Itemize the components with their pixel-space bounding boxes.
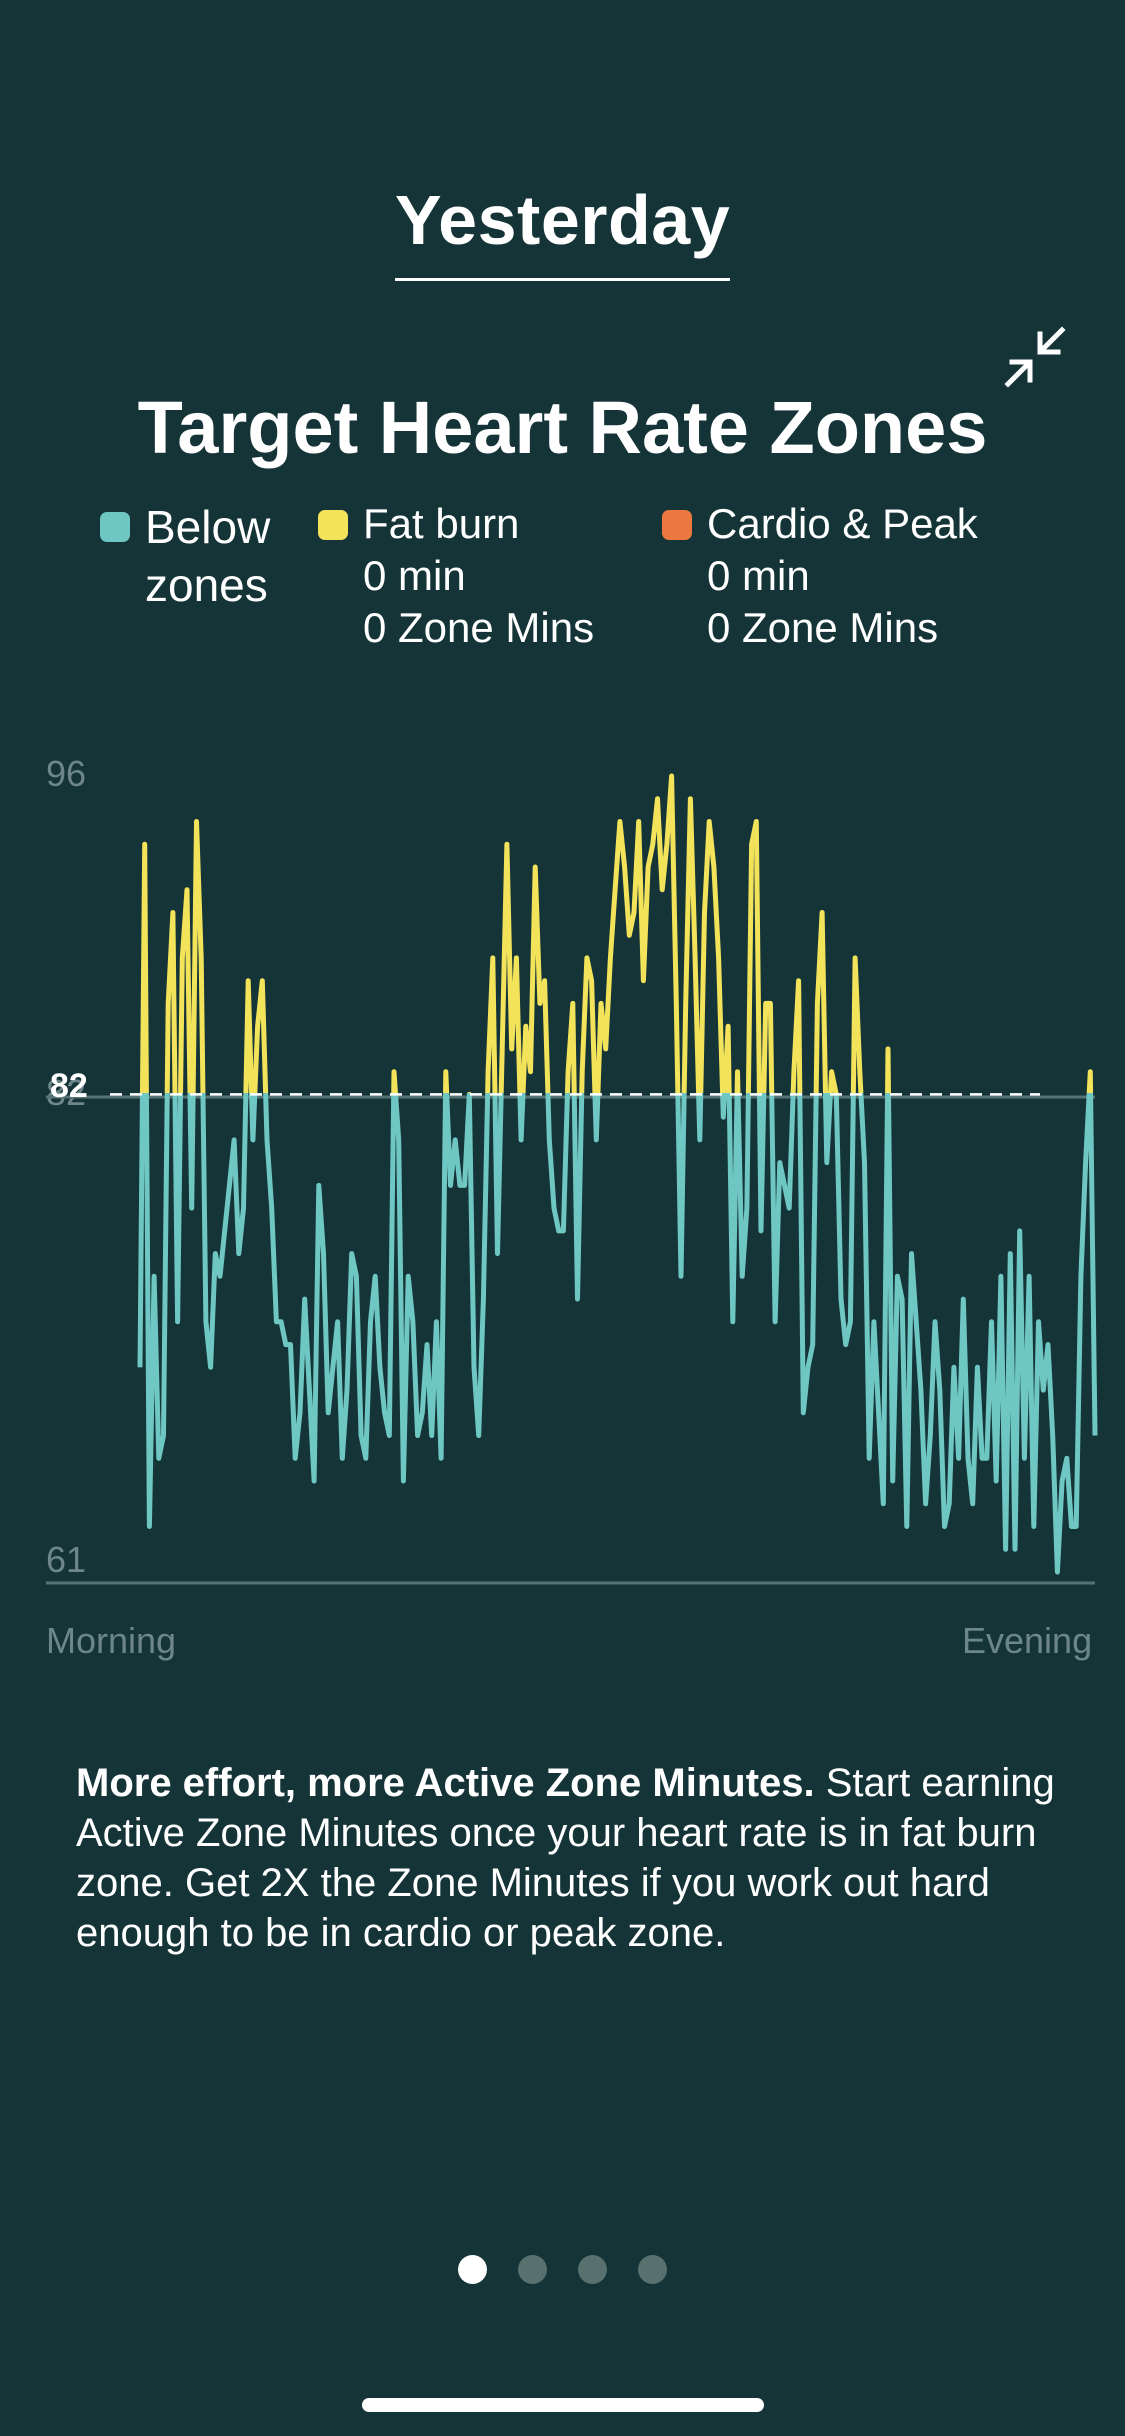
cardio-peak-swatch <box>662 510 692 540</box>
home-indicator[interactable] <box>362 2398 764 2412</box>
legend-minutes: 0 min <box>363 552 466 599</box>
tab-yesterday[interactable]: Yesterday <box>394 181 731 259</box>
below-zones-swatch <box>100 512 130 542</box>
heart-rate-line-below-zones <box>137 1093 1098 1575</box>
heart-rate-line-fat-burn <box>139 773 1094 1093</box>
legend-label: Fat burn <box>363 500 520 547</box>
legend-minutes: 0 min <box>707 552 810 599</box>
heart-rate-chart: 96 82 61 82 <box>46 753 1098 1585</box>
page-dot[interactable] <box>518 2255 547 2284</box>
fat-burn-swatch <box>318 510 348 540</box>
legend-zone-mins: 0 Zone Mins <box>363 604 595 651</box>
page-dot[interactable] <box>638 2255 667 2284</box>
threshold-label: 82 <box>50 1067 88 1105</box>
legend-label: zones <box>145 559 268 611</box>
page-dot[interactable] <box>578 2255 607 2284</box>
legend-label: Cardio & Peak <box>707 500 978 547</box>
legend-zone-mins: 0 Zone Mins <box>707 604 939 651</box>
x-label-morning: Morning <box>46 1620 177 1661</box>
y-tick-label: 96 <box>46 753 86 794</box>
legend-label: Below <box>145 501 271 553</box>
description-headline: More effort, more Active Zone Minutes. <box>76 1761 815 1805</box>
page-dot[interactable] <box>458 2255 487 2284</box>
description-text: More effort, more Active Zone Minutes. S… <box>76 1758 1066 1958</box>
y-tick-label: 61 <box>46 1539 86 1580</box>
description-body: Start earning Active Zone Minutes once y… <box>76 1761 1055 1955</box>
page-indicator[interactable] <box>0 2255 1125 2285</box>
tab-underline <box>395 278 730 281</box>
y-tick-label: 82 <box>46 1072 86 1113</box>
card-title: Target Heart Rate Zones <box>137 386 988 469</box>
x-label-evening: Evening <box>962 1620 1093 1661</box>
collapse-arrows-icon[interactable] <box>1000 322 1070 392</box>
